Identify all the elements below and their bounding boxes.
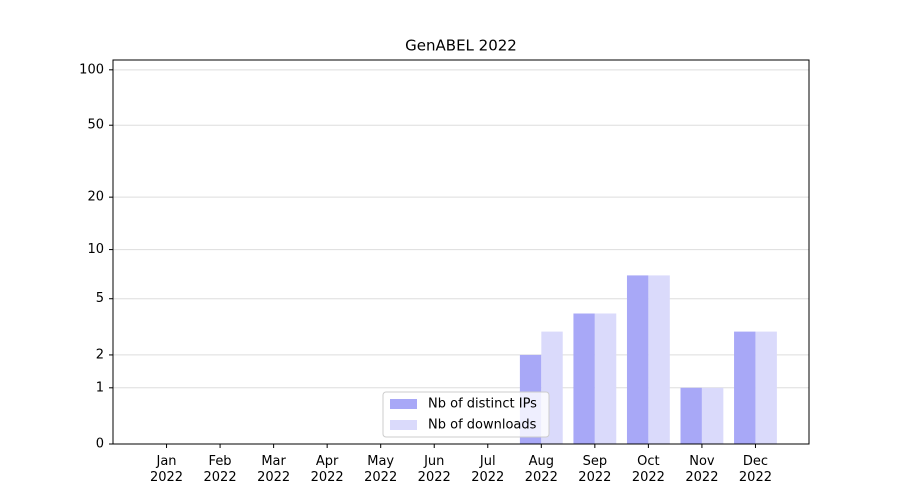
y-tick-label: 10 [87, 242, 104, 257]
bar [680, 387, 702, 444]
legend-box [382, 391, 550, 438]
legend-label: Nb of distinct IPs [428, 397, 537, 412]
legend-swatch [390, 399, 417, 409]
bar [701, 387, 724, 444]
x-tick-label: Aug 2022 [525, 454, 558, 485]
y-tick-label: 20 [87, 190, 104, 205]
y-tick-label: 100 [79, 62, 104, 77]
x-tick-label: Mar 2022 [257, 454, 290, 485]
x-tick-label: May 2022 [364, 454, 397, 485]
bar [734, 331, 756, 444]
x-tick-label: Oct 2022 [632, 454, 665, 485]
x-tick-label: Dec 2022 [739, 454, 772, 485]
chart-title: GenABEL 2022 [405, 37, 517, 55]
bar [573, 313, 595, 444]
bar [755, 331, 777, 444]
y-tick-label: 2 [96, 347, 104, 362]
x-tick-label: Sep 2022 [578, 454, 611, 485]
y-tick-label: 5 [96, 291, 104, 306]
y-tick-label: 50 [87, 118, 104, 133]
x-tick-label: Jan 2022 [150, 454, 183, 485]
legend: Nb of distinct IPs Nb of downloads [382, 391, 550, 438]
legend-swatch [390, 420, 417, 430]
x-tick-label: Jul 2022 [471, 454, 504, 485]
x-tick-label: Feb 2022 [204, 454, 237, 485]
legend-label: Nb of downloads [428, 418, 537, 433]
bar [648, 275, 670, 444]
x-tick-label: Apr 2022 [311, 454, 344, 485]
plot-frame [112, 59, 810, 445]
y-tick-label: 0 [96, 437, 104, 452]
x-tick-label: Jun 2022 [418, 454, 451, 485]
y-tick-label: 1 [96, 380, 104, 395]
bar [626, 275, 649, 444]
bar [594, 313, 617, 444]
x-tick-label: Nov 2022 [685, 454, 718, 485]
